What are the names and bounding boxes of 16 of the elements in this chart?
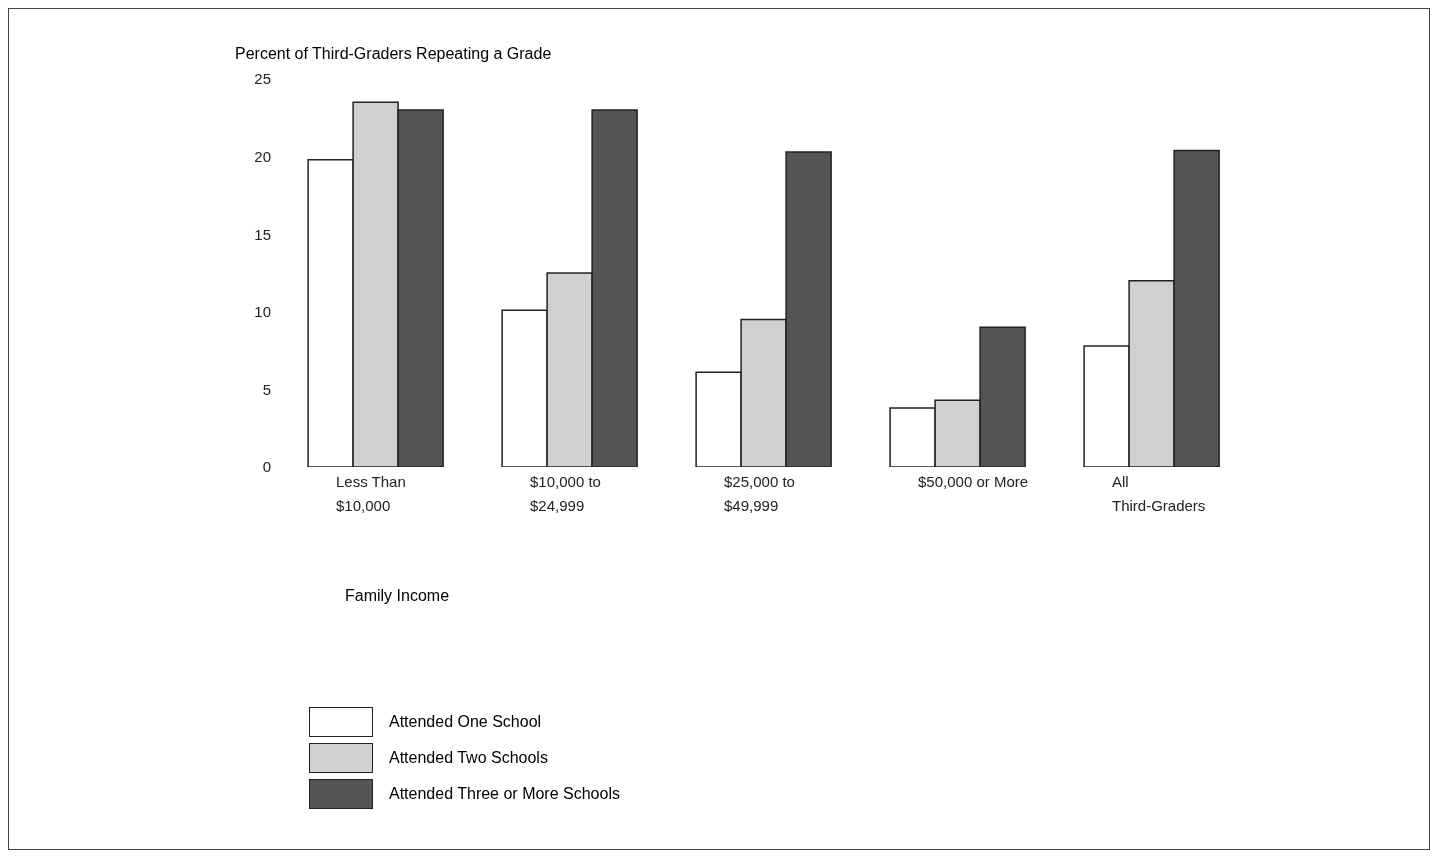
y-tick-label: 5 — [262, 380, 271, 398]
x-tick-label: $50,000 or More — [918, 473, 1029, 490]
x-tick-label: Less Than $10,000 — [336, 473, 406, 514]
y-tick-label: 10 — [254, 303, 271, 321]
x-tick-label: All Third-Graders — [1112, 473, 1206, 514]
legend-label: Attended Three or More Schools — [389, 785, 620, 803]
y-tick-label: 20 — [254, 147, 271, 165]
legend-label: Attended Two Schools — [389, 749, 548, 767]
legend-label: Attended One School — [389, 713, 542, 731]
x-tick-label: $10,000 to $24,999 — [530, 473, 601, 514]
x-axis-title: Family Income — [345, 587, 450, 605]
y-tick-label: 25 — [254, 70, 271, 88]
y-tick-label: 0 — [262, 458, 271, 476]
x-tick-label: $25,000 to $49,999 — [724, 473, 795, 514]
y-tick-label: 15 — [254, 225, 271, 243]
y-axis-title: Percent of Third-Graders Repeating a Grade — [235, 45, 552, 63]
